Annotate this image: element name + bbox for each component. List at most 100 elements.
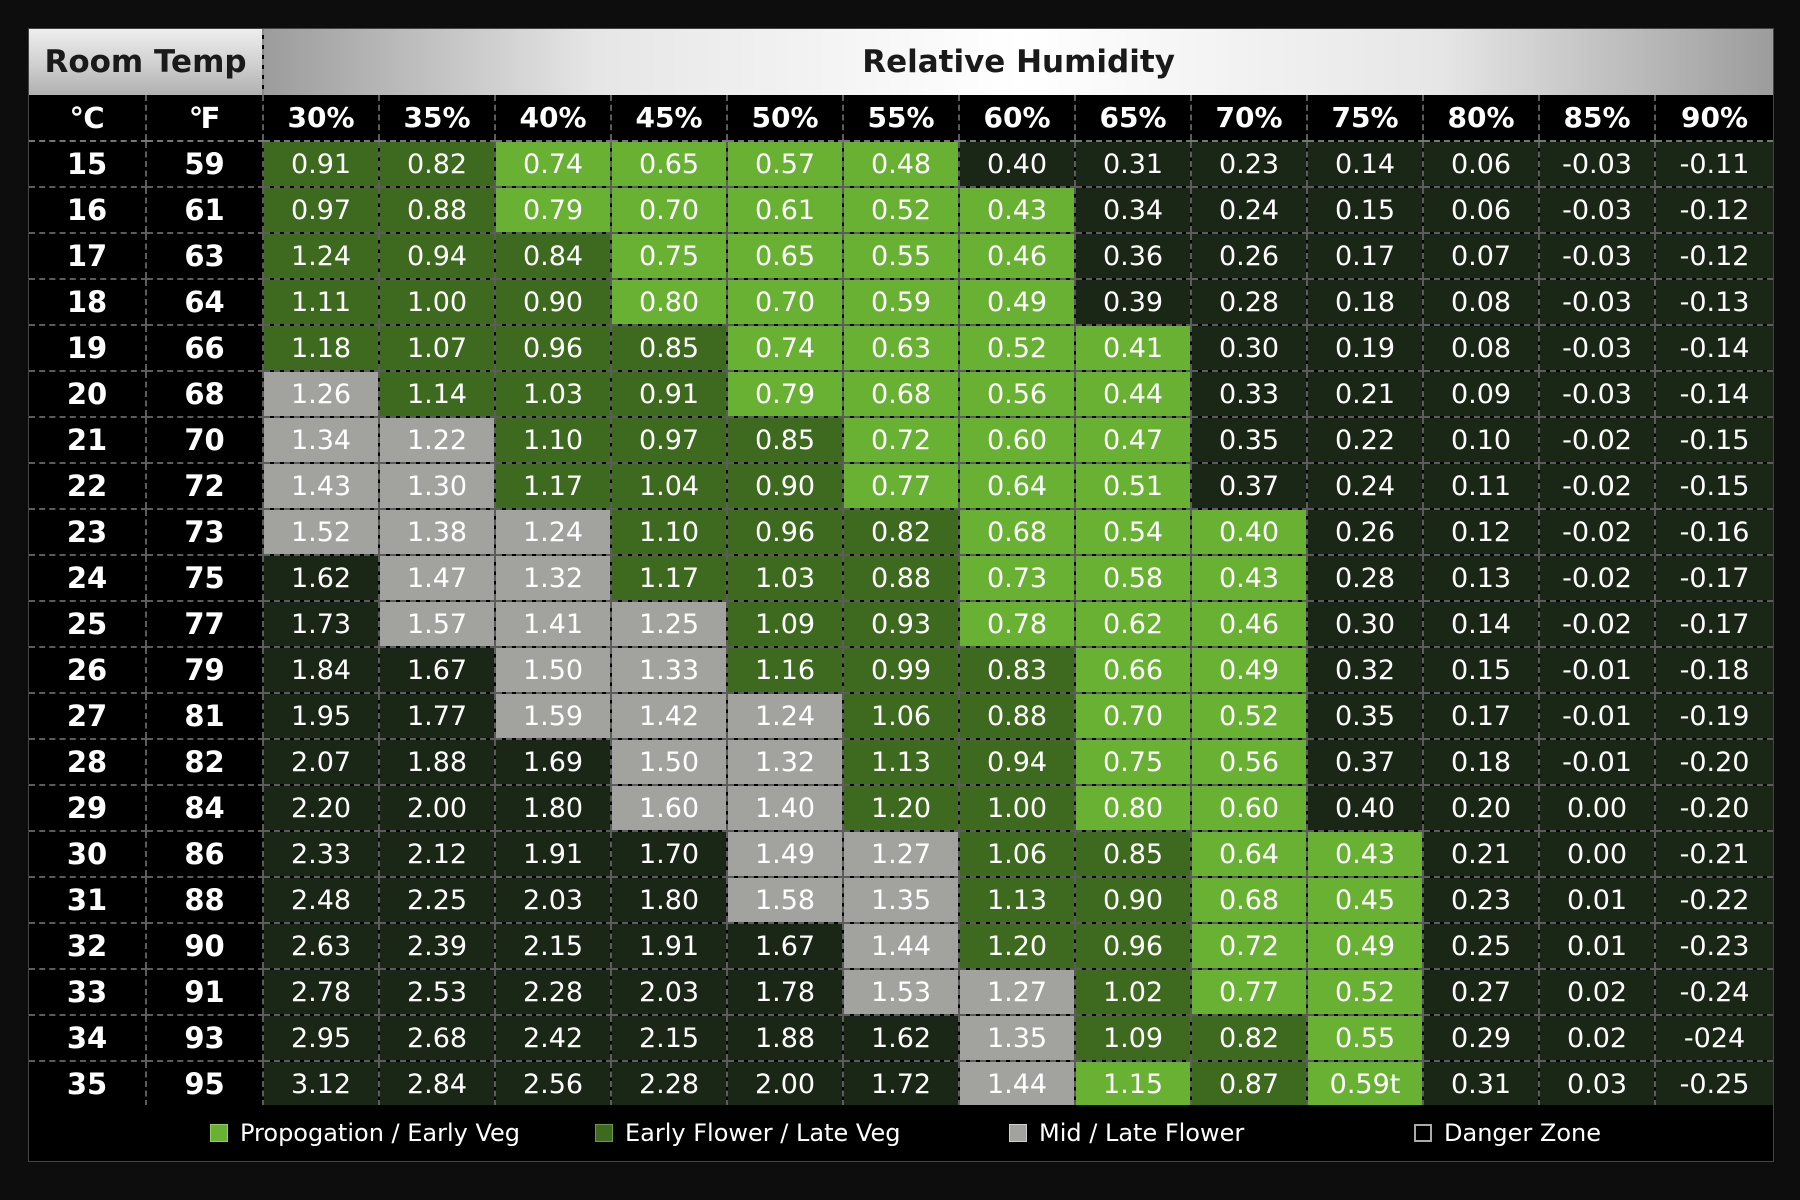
- humidity-header: 50%: [726, 95, 844, 142]
- vpd-cell: 0.15: [1306, 187, 1424, 234]
- vpd-cell: 1.32: [726, 739, 844, 786]
- vpd-cell: 2.53: [378, 969, 496, 1016]
- vpd-cell: -0.03: [1538, 371, 1656, 418]
- temp-fahrenheit-cell: 79: [144, 647, 264, 694]
- vpd-cell: 0.68: [842, 371, 960, 418]
- vpd-cell: 1.47: [378, 555, 496, 602]
- vpd-cell: -0.11: [1654, 141, 1774, 188]
- vpd-cell: -0.20: [1654, 739, 1774, 786]
- vpd-cell: -0.19: [1654, 693, 1774, 740]
- temp-fahrenheit-cell: 90: [144, 923, 264, 970]
- temp-fahrenheit-cell: 73: [144, 509, 264, 556]
- vpd-cell: 2.07: [262, 739, 380, 786]
- vpd-cell: 1.42: [610, 693, 728, 740]
- column-header-row: ℃ ℉ 30% 35% 40% 45% 50% 55% 60% 65% 70% 75% 80% 85%…: [29, 95, 1774, 142]
- table-row: 19 66 1.18 1.07 0.96 0.85 0.74 0.63 0.52 0.41 0.30…: [29, 325, 1774, 372]
- temp-celsius-cell: 35: [29, 1061, 146, 1108]
- vpd-cell: -0.15: [1654, 417, 1774, 464]
- vpd-cell: 1.88: [726, 1015, 844, 1062]
- vpd-cell: 0.00: [1538, 785, 1656, 832]
- vpd-cell: 1.24: [262, 233, 380, 280]
- legend-item-mid-flower: Mid / Late Flower: [1009, 1119, 1244, 1147]
- vpd-cell: 0.63: [842, 325, 960, 372]
- table-row: 22 72 1.43 1.30 1.17 1.04 0.90 0.77 0.64 0.51 0.37…: [29, 463, 1774, 510]
- humidity-header: 40%: [494, 95, 612, 142]
- vpd-cell: 1.72: [842, 1061, 960, 1108]
- vpd-cell: 0.91: [610, 371, 728, 418]
- vpd-cell: 1.62: [842, 1015, 960, 1062]
- vpd-cell: 2.03: [494, 877, 612, 924]
- vpd-cell: 0.40: [1190, 509, 1308, 556]
- vpd-cell: 0.96: [494, 325, 612, 372]
- vpd-cell: 0.90: [726, 463, 844, 510]
- vpd-cell: 1.03: [494, 371, 612, 418]
- temp-celsius-cell: 18: [29, 279, 146, 326]
- temp-fahrenheit-cell: 84: [144, 785, 264, 832]
- table-row: 34 93 2.95 2.68 2.42 2.15 1.88 1.62 1.35 1.09 0.82…: [29, 1015, 1774, 1062]
- vpd-cell: 1.20: [958, 923, 1076, 970]
- vpd-cell: 1.43: [262, 463, 380, 510]
- vpd-cell: 1.34: [262, 417, 380, 464]
- vpd-cell: 0.61: [726, 187, 844, 234]
- vpd-cell: 0.49: [958, 279, 1076, 326]
- vpd-cell: 0.46: [958, 233, 1076, 280]
- vpd-cell: 0.10: [1422, 417, 1540, 464]
- vpd-cell: -0.01: [1538, 647, 1656, 694]
- vpd-cell: 1.14: [378, 371, 496, 418]
- vpd-cell: 1.91: [610, 923, 728, 970]
- vpd-cell: 1.91: [494, 831, 612, 878]
- temp-celsius-cell: 29: [29, 785, 146, 832]
- vpd-cell: 0.59t: [1306, 1061, 1424, 1108]
- vpd-cell: 0.17: [1306, 233, 1424, 280]
- vpd-cell: 0.82: [378, 141, 496, 188]
- vpd-cell: 1.70: [610, 831, 728, 878]
- vpd-cell: 1.06: [958, 831, 1076, 878]
- vpd-cell: 2.20: [262, 785, 380, 832]
- vpd-cell: 0.55: [842, 233, 960, 280]
- vpd-cell: 2.25: [378, 877, 496, 924]
- vpd-cell: 1.13: [958, 877, 1076, 924]
- vpd-cell: 0.19: [1306, 325, 1424, 372]
- vpd-cell: -024: [1654, 1015, 1774, 1062]
- vpd-cell: 0.60: [958, 417, 1076, 464]
- vpd-cell: 1.77: [378, 693, 496, 740]
- vpd-cell: 1.03: [726, 555, 844, 602]
- legend-swatch-propagation: [210, 1124, 228, 1142]
- vpd-cell: 0.85: [1074, 831, 1192, 878]
- vpd-cell: 2.84: [378, 1061, 496, 1108]
- table-row: 30 86 2.33 2.12 1.91 1.70 1.49 1.27 1.06 0.85 0.64…: [29, 831, 1774, 878]
- vpd-cell: 0.99: [842, 647, 960, 694]
- vpd-cell: 0.59: [842, 279, 960, 326]
- temp-celsius-cell: 24: [29, 555, 146, 602]
- vpd-cell: 1.04: [610, 463, 728, 510]
- vpd-cell: 1.11: [262, 279, 380, 326]
- vpd-cell: 1.67: [378, 647, 496, 694]
- vpd-cell: -0.18: [1654, 647, 1774, 694]
- table-row: 15 59 0.91 0.82 0.74 0.65 0.57 0.48 0.40 0.31 0.23…: [29, 141, 1774, 188]
- legend-swatch-mid-flower: [1009, 1124, 1027, 1142]
- vpd-cell: 0.40: [958, 141, 1076, 188]
- vpd-cell: -0.23: [1654, 923, 1774, 970]
- legend-item-danger-zone: Danger Zone: [1414, 1119, 1601, 1147]
- vpd-cell: 0.35: [1190, 417, 1308, 464]
- temp-celsius-cell: 28: [29, 739, 146, 786]
- vpd-cell: -0.21: [1654, 831, 1774, 878]
- vpd-cell: 0.93: [842, 601, 960, 648]
- temp-fahrenheit-cell: 81: [144, 693, 264, 740]
- temp-fahrenheit-cell: 61: [144, 187, 264, 234]
- vpd-cell: 0.25: [1422, 923, 1540, 970]
- vpd-cell: 0.66: [1074, 647, 1192, 694]
- vpd-cell: 1.44: [958, 1061, 1076, 1108]
- vpd-chart: Room Temp Relative Humidity ℃ ℉ 30% 35% 40…: [28, 28, 1774, 1162]
- vpd-cell: 0.82: [842, 509, 960, 556]
- vpd-cell: 2.00: [726, 1061, 844, 1108]
- vpd-cell: 1.41: [494, 601, 612, 648]
- vpd-cell: 0.97: [610, 417, 728, 464]
- temp-fahrenheit-cell: 66: [144, 325, 264, 372]
- vpd-cell: 0.88: [958, 693, 1076, 740]
- table-row: 24 75 1.62 1.47 1.32 1.17 1.03 0.88 0.73 0.58 0.43…: [29, 555, 1774, 602]
- vpd-cell: -0.03: [1538, 141, 1656, 188]
- humidity-header: 85%: [1538, 95, 1656, 142]
- vpd-cell: -0.22: [1654, 877, 1774, 924]
- vpd-cell: 0.06: [1422, 141, 1540, 188]
